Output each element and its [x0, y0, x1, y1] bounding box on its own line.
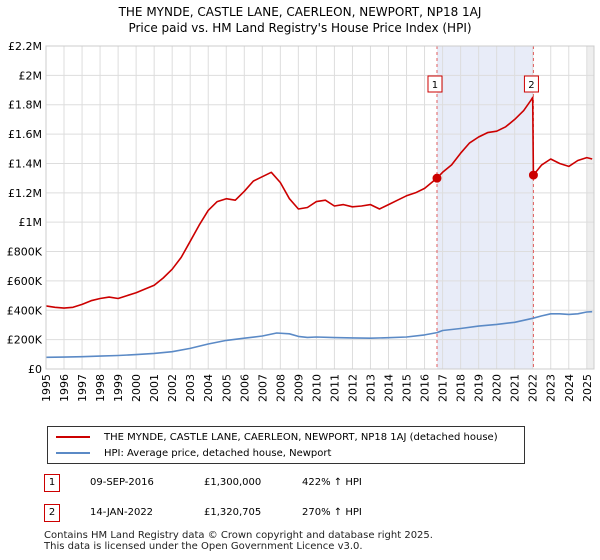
forecast-region	[586, 46, 594, 369]
transaction-hpi-change: 422% ↑ HPI	[302, 477, 362, 488]
y-tick-label: £800K	[7, 246, 43, 259]
y-tick-label: £400K	[7, 304, 43, 317]
x-tick-label: 1995	[40, 374, 53, 402]
x-tick-label: 2011	[328, 374, 341, 402]
footer: Contains HM Land Registry data © Crown c…	[44, 530, 433, 552]
sale-point	[528, 170, 538, 180]
transaction-date: 09-SEP-2016	[90, 477, 154, 488]
y-tick-label: £1.6M	[8, 128, 42, 141]
x-tick-label: 2012	[346, 374, 359, 402]
property-price-line	[45, 96, 593, 309]
marker-label-box	[523, 75, 539, 93]
legend-swatch-hpi	[56, 452, 90, 454]
legend-item-property: THE MYNDE, CASTLE LANE, CAERLEON, NEWPOR…	[56, 429, 498, 445]
x-tick-label: 1999	[112, 374, 125, 402]
x-tick-label: 2008	[274, 374, 287, 402]
y-tick-label: £0	[28, 363, 42, 376]
chart-title: THE MYNDE, CASTLE LANE, CAERLEON, NEWPOR…	[0, 4, 600, 36]
x-tick-label: 2001	[148, 374, 161, 402]
plot-border	[45, 45, 595, 370]
transaction-price: £1,300,000	[204, 477, 262, 488]
y-tick-label: £1M	[19, 216, 43, 229]
y-tick-label: £2M	[19, 69, 43, 82]
x-tick-label: 2010	[310, 374, 323, 402]
marker-label: 2	[528, 80, 534, 91]
y-tick-label: £200K	[7, 334, 43, 347]
legend-item-hpi: HPI: Average price, detached house, Newp…	[56, 445, 331, 461]
sale-point	[432, 173, 442, 183]
x-tick-label: 2016	[419, 374, 432, 402]
x-tick-label: 2000	[130, 374, 143, 402]
hpi-line	[45, 310, 593, 359]
transaction-price: £1,320,705	[204, 507, 262, 518]
x-tick-label: 2007	[256, 374, 269, 402]
x-tick-label: 2018	[455, 374, 468, 402]
transaction-hpi-change: 270% ↑ HPI	[302, 507, 362, 518]
table-row: 1 09-SEP-2016 £1,300,000 422% ↑ HPI	[44, 474, 544, 494]
x-tick-label: 2013	[364, 374, 377, 402]
footer-copyright: Contains HM Land Registry data © Crown c…	[44, 530, 433, 541]
x-tick-label: 2004	[202, 374, 215, 402]
x-tick-label: 2020	[491, 374, 504, 402]
x-tick-label: 2017	[437, 374, 450, 402]
chart-title-line2: Price paid vs. HM Land Registry's House …	[128, 21, 472, 35]
chart-title-line1: THE MYNDE, CASTLE LANE, CAERLEON, NEWPOR…	[118, 5, 482, 19]
y-tick-label: £2.2M	[8, 40, 42, 53]
x-tick-label: 2024	[563, 374, 576, 402]
table-row: 2 14-JAN-2022 £1,320,705 270% ↑ HPI	[44, 504, 544, 524]
x-tick-label: 2003	[184, 374, 197, 402]
x-tick-label: 2015	[401, 374, 414, 402]
x-tick-label: 2025	[581, 374, 594, 402]
x-tick-label: 2021	[509, 374, 522, 402]
price-chart: £0 £200K £400K £600K £800K £1M £1.2M £1.4M £1.6M…	[7, 40, 595, 402]
footer-licence: This data is licensed under the Open Gov…	[44, 541, 363, 552]
legend-swatch-property	[56, 436, 90, 438]
marker-label-box	[427, 75, 443, 93]
x-tick-label: 2002	[166, 374, 179, 402]
x-tick-label: 2006	[238, 374, 251, 402]
transaction-number-badge: 1	[44, 474, 60, 492]
y-tick-label: £600K	[7, 275, 43, 288]
x-tick-label: 2014	[383, 374, 396, 402]
transaction-number-badge: 2	[44, 504, 60, 522]
y-tick-label: £1.8M	[8, 99, 42, 112]
x-tick-label: 2023	[545, 374, 558, 402]
y-tick-label: £1.2M	[8, 187, 42, 200]
x-tick-label: 2005	[220, 374, 233, 402]
x-tick-label: 2009	[292, 374, 305, 402]
y-tick-label: £1.4M	[8, 157, 42, 170]
marker-label: 1	[432, 80, 438, 91]
x-tick-label: 1997	[76, 374, 89, 402]
legend-label-property: THE MYNDE, CASTLE LANE, CAERLEON, NEWPOR…	[104, 431, 498, 443]
x-tick-label: 1996	[58, 374, 71, 402]
x-tick-label: 1998	[94, 374, 107, 402]
transaction-date: 14-JAN-2022	[90, 507, 154, 518]
legend: THE MYNDE, CASTLE LANE, CAERLEON, NEWPOR…	[47, 426, 525, 464]
x-tick-label: 2022	[527, 374, 540, 402]
highlight-span	[436, 46, 534, 369]
x-tick-label: 2019	[473, 374, 486, 402]
legend-label-hpi: HPI: Average price, detached house, Newp…	[104, 447, 332, 459]
